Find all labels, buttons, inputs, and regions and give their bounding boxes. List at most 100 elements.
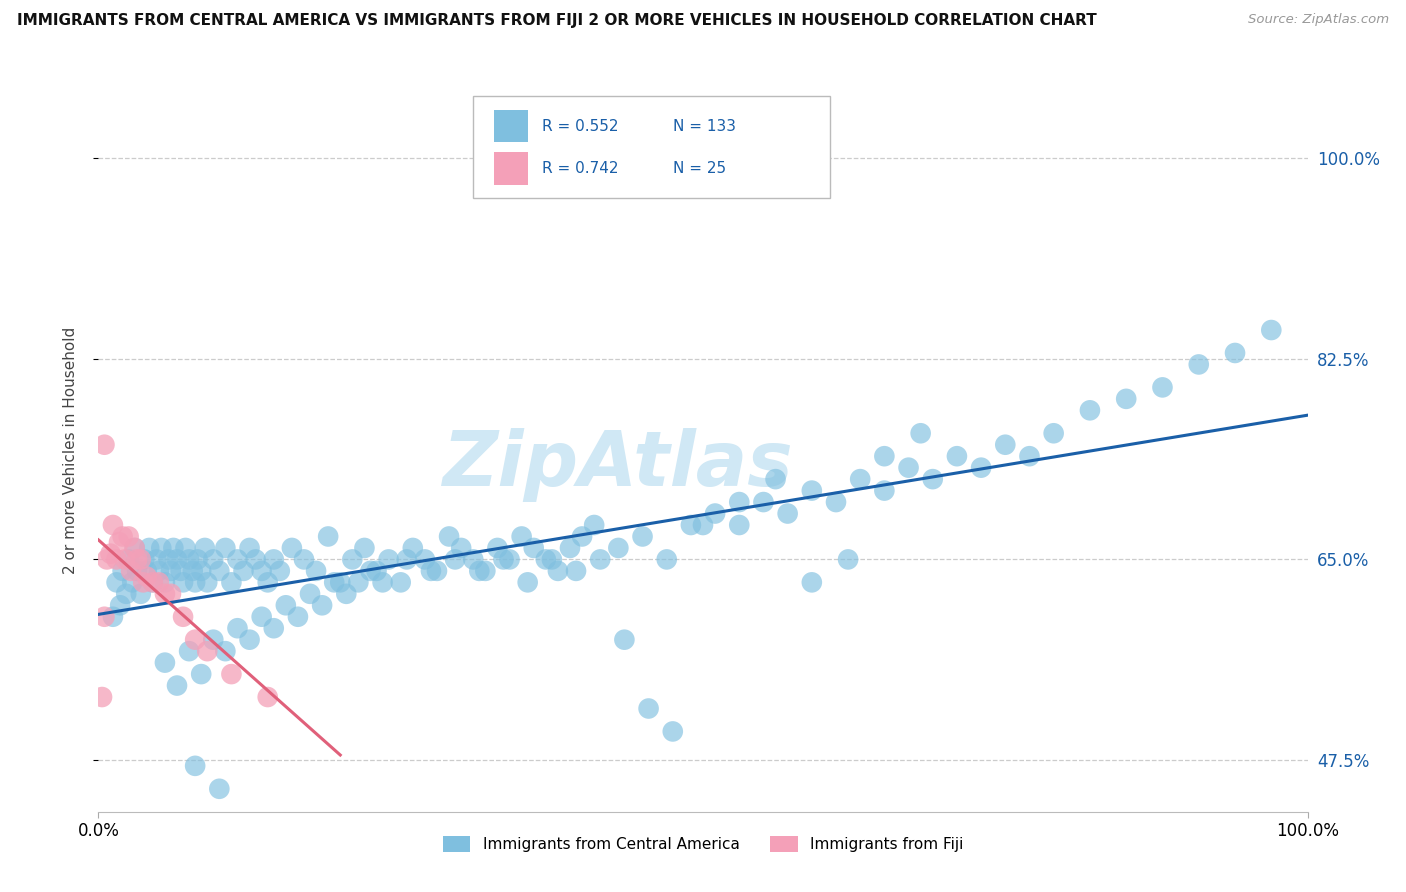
Point <box>631 529 654 543</box>
Point <box>510 529 533 543</box>
Point <box>534 552 557 566</box>
Point <box>208 781 231 796</box>
Point <box>329 575 352 590</box>
FancyBboxPatch shape <box>474 96 830 198</box>
Point <box>311 599 333 613</box>
Point <box>970 460 993 475</box>
Point <box>263 552 285 566</box>
Point <box>120 564 142 578</box>
Text: IMMIGRANTS FROM CENTRAL AMERICA VS IMMIGRANTS FROM FIJI 2 OR MORE VEHICLES IN HO: IMMIGRANTS FROM CENTRAL AMERICA VS IMMIG… <box>17 13 1097 29</box>
Point <box>583 518 606 533</box>
Point <box>323 575 346 590</box>
Point <box>135 564 157 578</box>
Point <box>316 529 339 543</box>
Point <box>187 552 209 566</box>
Point <box>800 483 823 498</box>
Point <box>704 507 727 521</box>
Point <box>166 552 188 566</box>
Point <box>162 541 184 555</box>
Point <box>93 438 115 452</box>
Point <box>145 552 167 566</box>
Point <box>256 690 278 704</box>
Point <box>114 552 136 566</box>
Point <box>287 609 309 624</box>
Point <box>221 667 243 681</box>
Point <box>1078 403 1101 417</box>
Point <box>202 632 225 647</box>
Point <box>148 575 170 590</box>
Point <box>184 575 207 590</box>
Point <box>190 564 212 578</box>
Point <box>897 460 920 475</box>
Point <box>292 552 315 566</box>
Point <box>752 495 775 509</box>
Point <box>389 575 412 590</box>
Point <box>105 552 128 566</box>
Point <box>108 599 131 613</box>
Point <box>111 564 134 578</box>
Point <box>132 575 155 590</box>
Point <box>679 518 702 533</box>
Point <box>498 552 520 566</box>
Point <box>849 472 872 486</box>
Point <box>121 575 143 590</box>
FancyBboxPatch shape <box>494 110 527 143</box>
Point <box>800 575 823 590</box>
Point <box>172 609 194 624</box>
Point <box>153 587 176 601</box>
Point <box>468 564 491 578</box>
Point <box>96 552 118 566</box>
Point <box>420 564 443 578</box>
Point <box>184 632 207 647</box>
Point <box>921 472 943 486</box>
Point <box>101 609 124 624</box>
Point <box>444 552 467 566</box>
Point <box>692 518 714 533</box>
Point <box>250 609 273 624</box>
Point <box>245 552 267 566</box>
Text: ZipAtlas: ZipAtlas <box>443 428 794 502</box>
Text: R = 0.742: R = 0.742 <box>543 161 619 176</box>
Point <box>134 552 156 566</box>
Point <box>160 564 183 578</box>
Point <box>395 552 418 566</box>
Point <box>347 575 370 590</box>
Point <box>157 552 180 566</box>
Point <box>366 564 388 578</box>
Point <box>377 552 399 566</box>
Point <box>124 541 146 555</box>
Point <box>208 564 231 578</box>
Point <box>150 541 173 555</box>
Point <box>160 587 183 601</box>
Point <box>281 541 304 555</box>
Y-axis label: 2 or more Vehicles in Household: 2 or more Vehicles in Household <box>63 326 77 574</box>
Point <box>214 541 236 555</box>
Point <box>118 552 141 566</box>
Point <box>637 701 659 715</box>
Point <box>589 552 612 566</box>
Point <box>100 547 122 561</box>
Point <box>540 552 562 566</box>
Point <box>873 483 896 498</box>
Point <box>115 587 138 601</box>
Point <box>124 541 146 555</box>
Point <box>1018 449 1040 463</box>
Point <box>305 564 328 578</box>
Point <box>166 679 188 693</box>
Point <box>342 552 364 566</box>
Text: N = 133: N = 133 <box>673 119 735 134</box>
Point <box>994 438 1017 452</box>
Point <box>910 426 932 441</box>
Point <box>232 564 254 578</box>
Text: Source: ZipAtlas.com: Source: ZipAtlas.com <box>1249 13 1389 27</box>
Point <box>190 667 212 681</box>
Point <box>1042 426 1064 441</box>
Point <box>174 541 197 555</box>
Point <box>474 564 496 578</box>
Point <box>765 472 787 486</box>
Point <box>250 564 273 578</box>
Point <box>565 564 588 578</box>
Point <box>179 644 201 658</box>
Point <box>129 587 152 601</box>
Point <box>214 644 236 658</box>
